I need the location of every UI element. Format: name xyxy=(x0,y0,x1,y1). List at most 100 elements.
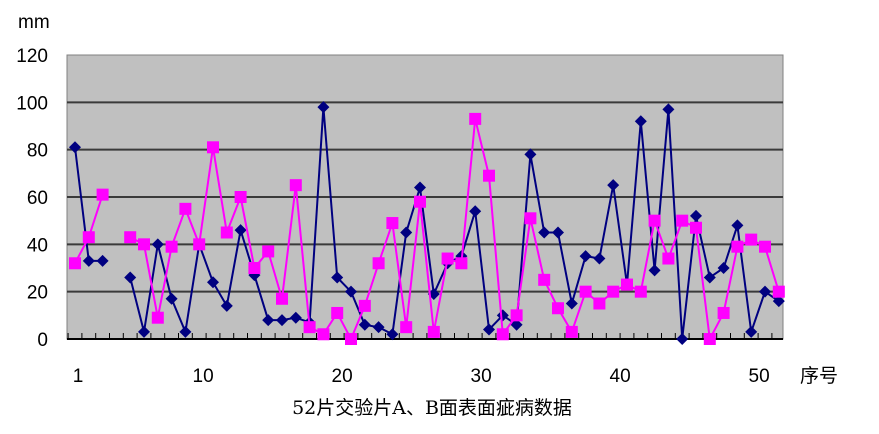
data-point xyxy=(621,278,633,291)
data-point xyxy=(759,285,771,298)
x-axis-label: 序号 xyxy=(800,365,838,387)
data-point xyxy=(648,214,661,227)
data-point xyxy=(331,306,344,319)
data-point xyxy=(538,226,551,239)
data-point xyxy=(331,271,344,284)
data-point xyxy=(662,252,675,265)
data-point xyxy=(289,179,302,192)
data-point xyxy=(179,325,192,338)
data-point xyxy=(607,179,620,192)
data-point xyxy=(731,240,744,253)
y-tick-label: 80 xyxy=(27,141,48,162)
data-point xyxy=(579,285,592,298)
y-tick-label: 120 xyxy=(16,46,48,67)
data-point xyxy=(676,333,689,345)
data-point xyxy=(552,302,564,315)
data-point xyxy=(69,141,81,154)
y-tick-label: 40 xyxy=(27,235,48,256)
data-point xyxy=(262,245,275,258)
data-point xyxy=(124,231,137,244)
data-point xyxy=(662,103,675,116)
data-point xyxy=(400,321,413,334)
data-point xyxy=(207,141,219,154)
data-point xyxy=(510,309,523,322)
data-point xyxy=(524,212,537,225)
data-point xyxy=(469,205,482,218)
y-axis-label: mm xyxy=(18,12,50,33)
data-point xyxy=(372,257,385,270)
data-point xyxy=(772,295,785,308)
data-point xyxy=(96,254,109,267)
data-point xyxy=(565,325,578,338)
data-point xyxy=(165,240,178,253)
data-point xyxy=(510,318,523,331)
data-point xyxy=(317,328,330,341)
data-point xyxy=(345,333,357,345)
data-point xyxy=(524,148,537,161)
data-point xyxy=(648,264,661,277)
data-point xyxy=(731,219,744,232)
data-point xyxy=(207,276,219,289)
data-point xyxy=(276,292,288,305)
y-tick-label: 100 xyxy=(16,93,48,114)
data-point xyxy=(400,226,413,239)
data-point xyxy=(138,325,150,338)
x-tick-label: 40 xyxy=(610,366,631,387)
data-point xyxy=(220,226,233,239)
data-point xyxy=(717,262,730,274)
data-point xyxy=(386,328,399,341)
data-point xyxy=(676,214,689,227)
data-point xyxy=(220,299,233,312)
data-point xyxy=(358,299,371,312)
data-point xyxy=(483,323,495,336)
data-point xyxy=(165,292,178,305)
data-point xyxy=(82,231,95,244)
data-point xyxy=(427,325,440,338)
data-point xyxy=(703,333,716,345)
data-point xyxy=(538,273,551,286)
data-point xyxy=(579,250,592,263)
data-point xyxy=(441,252,454,265)
data-point xyxy=(372,321,385,334)
data-point xyxy=(690,209,702,222)
data-point xyxy=(234,224,247,237)
data-point xyxy=(193,238,206,251)
data-point xyxy=(496,309,509,322)
y-tick-label: 20 xyxy=(27,283,48,304)
data-point xyxy=(96,188,109,201)
data-point xyxy=(179,202,192,215)
data-point xyxy=(745,325,758,338)
data-point xyxy=(607,285,620,298)
data-point xyxy=(759,240,771,253)
data-point xyxy=(82,254,95,267)
data-point xyxy=(703,271,716,284)
data-point xyxy=(690,221,702,234)
y-tick-label: 60 xyxy=(27,188,48,209)
data-point xyxy=(565,297,578,310)
data-point xyxy=(772,285,785,298)
series-line xyxy=(129,106,780,340)
data-point xyxy=(496,328,509,341)
x-tick-label: 10 xyxy=(193,366,214,387)
data-point xyxy=(386,217,399,230)
data-point xyxy=(124,271,137,284)
data-point xyxy=(717,306,730,319)
data-point xyxy=(358,318,371,331)
y-tick-label: 0 xyxy=(37,330,48,351)
data-point xyxy=(289,311,302,324)
data-point xyxy=(303,321,316,334)
data-point xyxy=(317,101,330,114)
chart-title: 52片交验片A、B面表面疵病数据 xyxy=(292,397,572,419)
data-point xyxy=(455,257,468,270)
data-point xyxy=(138,238,150,251)
x-tick-label: 30 xyxy=(471,366,492,387)
data-point xyxy=(483,169,495,182)
data-point xyxy=(469,112,482,125)
data-point xyxy=(151,238,164,251)
data-point xyxy=(262,314,275,327)
data-point xyxy=(593,252,606,265)
series-b xyxy=(69,112,785,345)
data-point xyxy=(234,191,247,203)
data-point xyxy=(69,257,81,270)
